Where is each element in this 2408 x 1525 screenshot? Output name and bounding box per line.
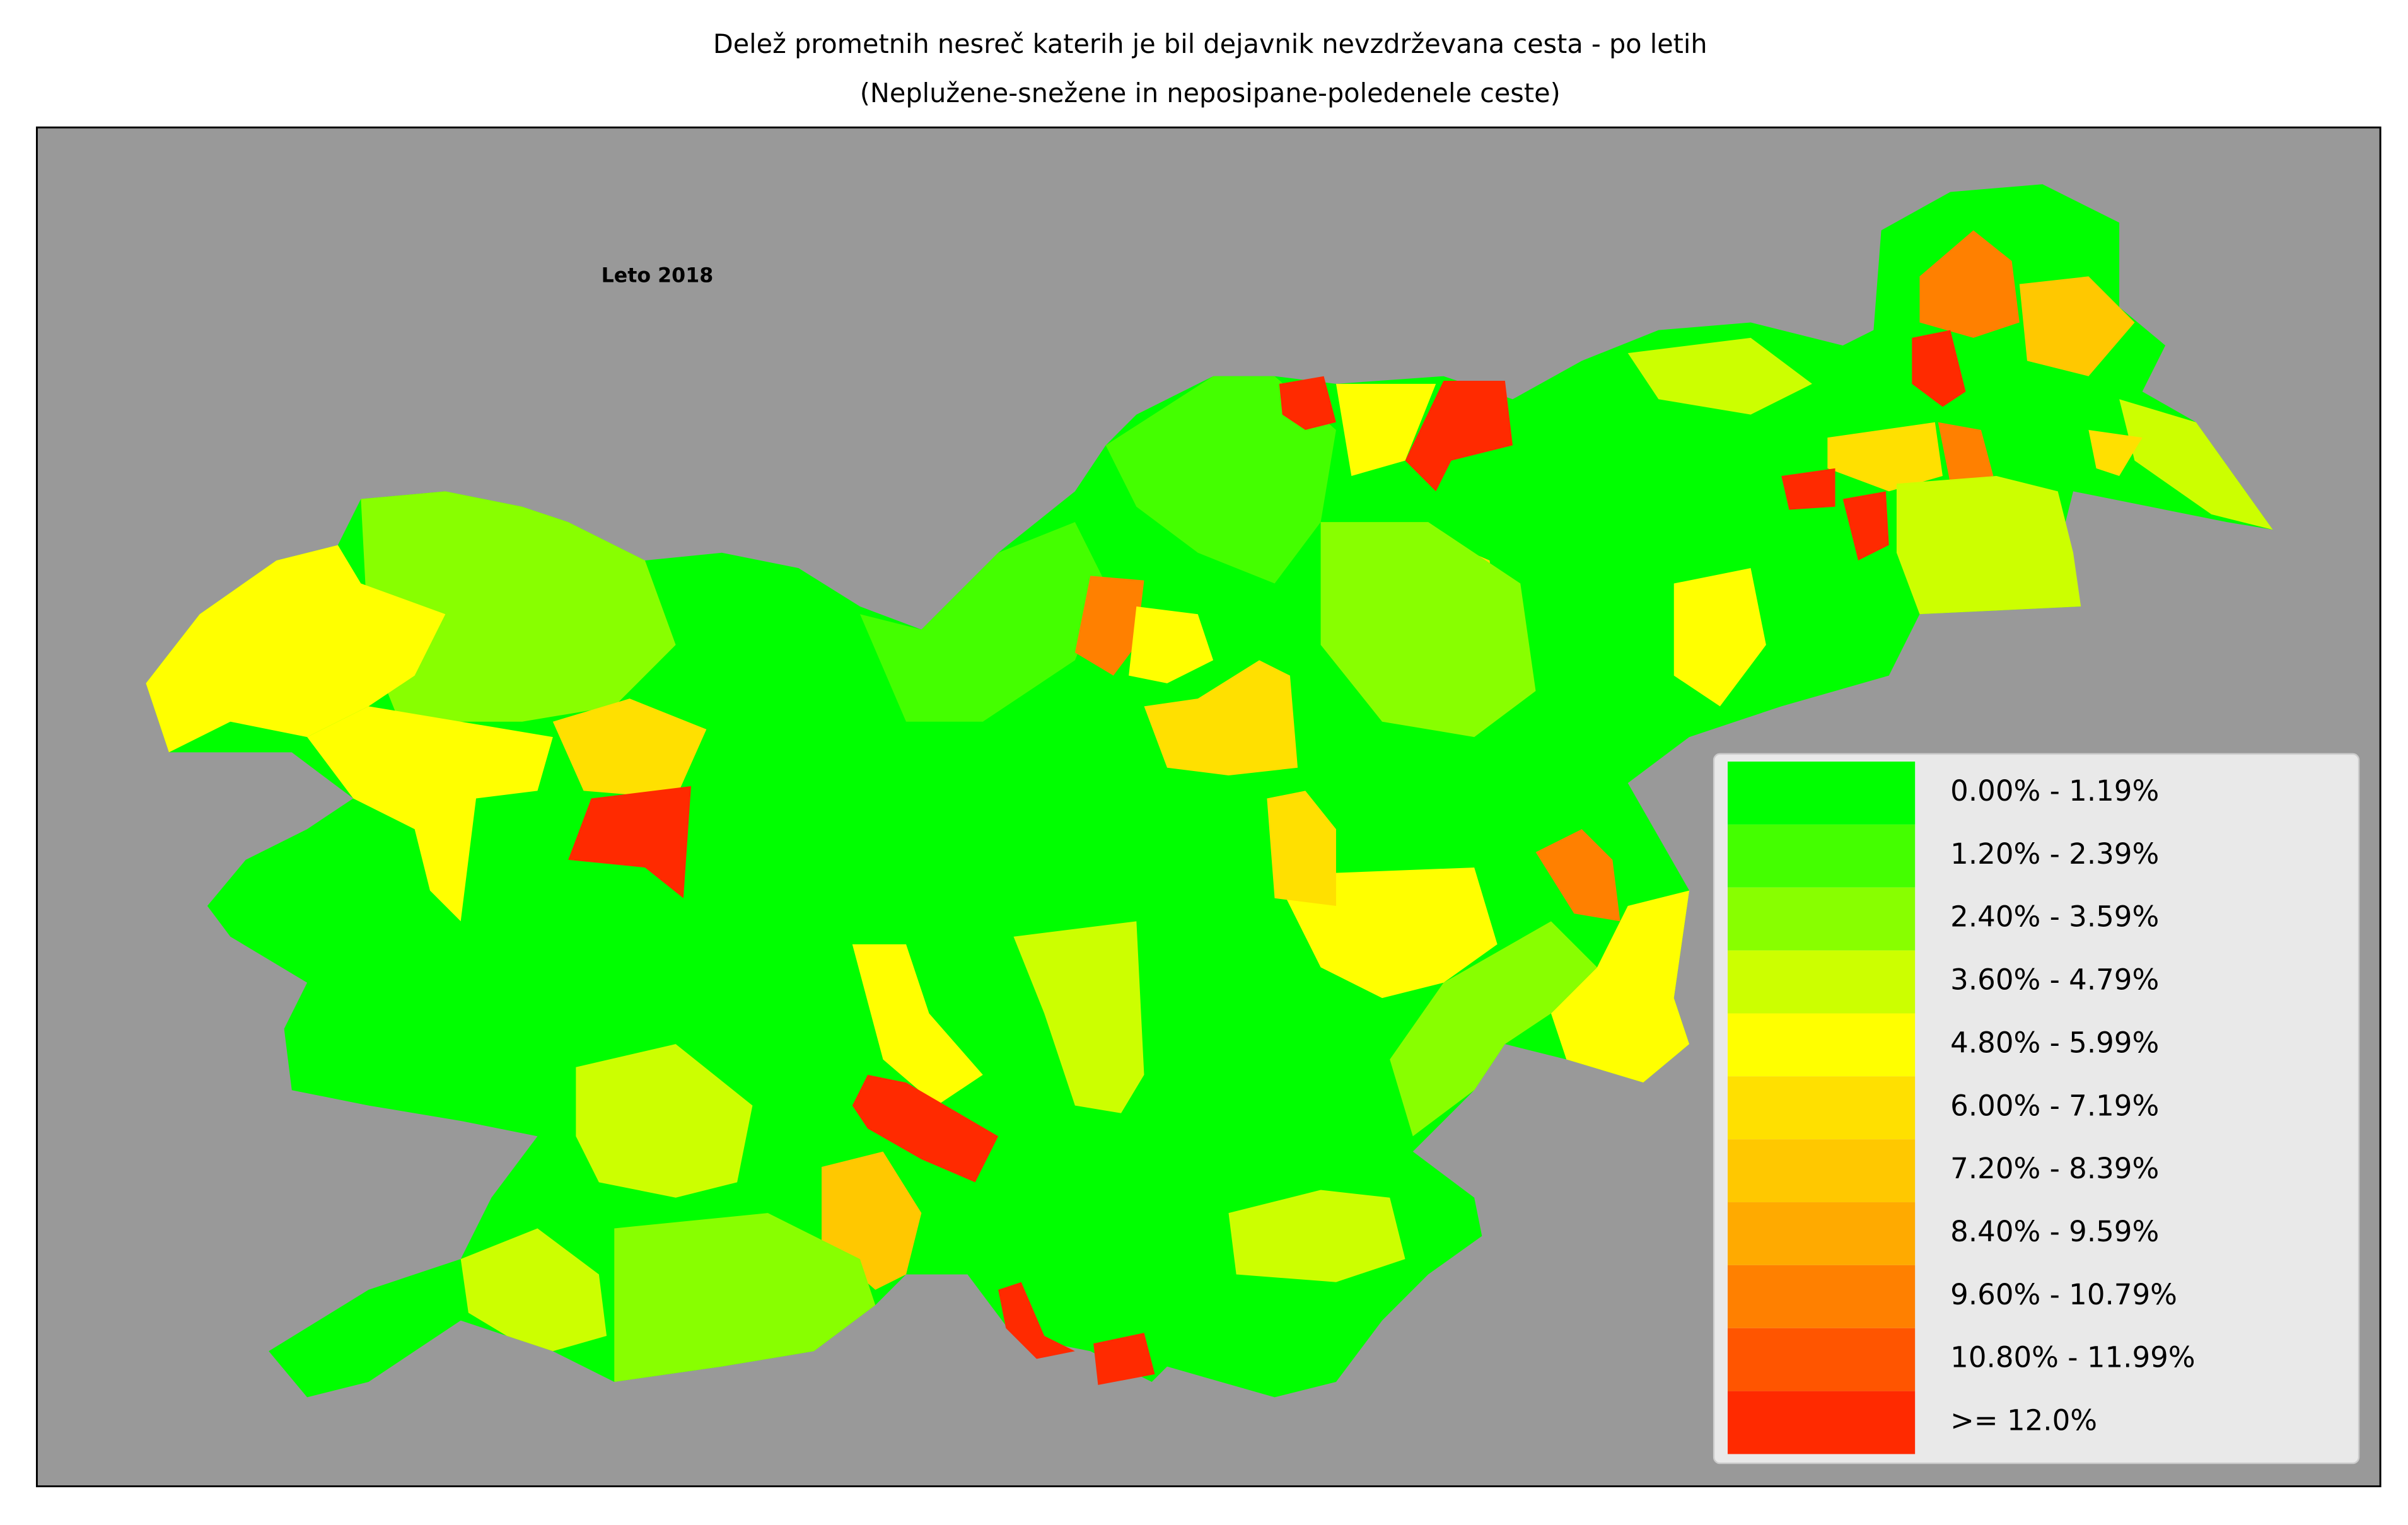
map xyxy=(146,184,2273,1398)
region xyxy=(998,1282,1075,1359)
legend-swatch xyxy=(1728,950,1916,1014)
region xyxy=(1550,890,1690,1083)
legend-swatch xyxy=(1728,1202,1916,1265)
region xyxy=(1673,568,1766,707)
legend-swatch xyxy=(1728,887,1916,951)
legend-label: 2.40% - 3.59% xyxy=(1950,900,2159,934)
legend-swatch xyxy=(1728,1076,1916,1140)
region xyxy=(1842,491,1889,560)
region xyxy=(1938,422,1994,484)
region xyxy=(307,706,553,922)
legend-label: 3.60% - 4.79% xyxy=(1950,963,2159,997)
region xyxy=(1129,606,1214,683)
region xyxy=(361,491,676,722)
region xyxy=(1267,791,1336,906)
legend-label: 9.60% - 10.79% xyxy=(1950,1278,2177,1311)
region xyxy=(1320,522,1536,738)
legend-swatch xyxy=(1728,1013,1916,1077)
legend-label: 0.00% - 1.19% xyxy=(1950,774,2159,808)
region xyxy=(1781,468,1835,510)
legend: 0.00% - 1.19% 1.20% - 2.39% 2.40% - 3.59% 3… xyxy=(1728,762,2196,1454)
region xyxy=(1144,660,1298,775)
region xyxy=(1105,376,1336,584)
region xyxy=(1627,337,1812,415)
legend-label: 7.20% - 8.39% xyxy=(1950,1152,2159,1185)
legend-label: 4.80% - 5.99% xyxy=(1950,1026,2159,1059)
title: Delež prometnih nesreč katerih je bil de… xyxy=(713,29,1707,59)
year-annotation: Leto 2018 xyxy=(602,264,714,287)
region xyxy=(2119,399,2273,530)
region xyxy=(1896,476,2081,615)
region xyxy=(2019,276,2135,376)
region xyxy=(852,1074,999,1183)
region xyxy=(1228,1190,1405,1282)
region xyxy=(1919,230,2020,338)
subtitle: (Neplužene-snežene in neposipane-poleden… xyxy=(860,78,1561,108)
region xyxy=(568,786,692,898)
legend-swatch xyxy=(1728,1391,1916,1454)
region xyxy=(1074,576,1144,676)
region xyxy=(1405,381,1513,492)
legend-swatch xyxy=(1728,1265,1916,1328)
region xyxy=(1827,422,1943,492)
region xyxy=(1390,921,1598,1137)
region xyxy=(852,944,983,1106)
legend-label: 6.00% - 7.19% xyxy=(1950,1089,2159,1122)
region xyxy=(1335,383,1436,477)
legend-label: >= 12.0% xyxy=(1950,1404,2097,1437)
legend-swatch xyxy=(1728,762,1916,825)
region xyxy=(2088,429,2143,477)
region xyxy=(859,522,1106,722)
legend-label: 1.20% - 2.39% xyxy=(1950,837,2159,871)
region xyxy=(1013,921,1144,1113)
region xyxy=(1279,376,1336,430)
region xyxy=(614,1213,876,1383)
region xyxy=(146,545,446,753)
region xyxy=(1912,330,1966,407)
legend-swatch xyxy=(1728,1139,1916,1203)
region xyxy=(552,699,707,799)
legend-label: 10.80% - 11.99% xyxy=(1950,1341,2195,1374)
region xyxy=(576,1044,753,1198)
region xyxy=(1093,1333,1155,1385)
region xyxy=(460,1228,607,1352)
legend-label: 8.40% - 9.59% xyxy=(1950,1215,2159,1248)
legend-swatch xyxy=(1728,1328,1916,1391)
region xyxy=(1535,829,1620,922)
legend-swatch xyxy=(1728,824,1916,888)
